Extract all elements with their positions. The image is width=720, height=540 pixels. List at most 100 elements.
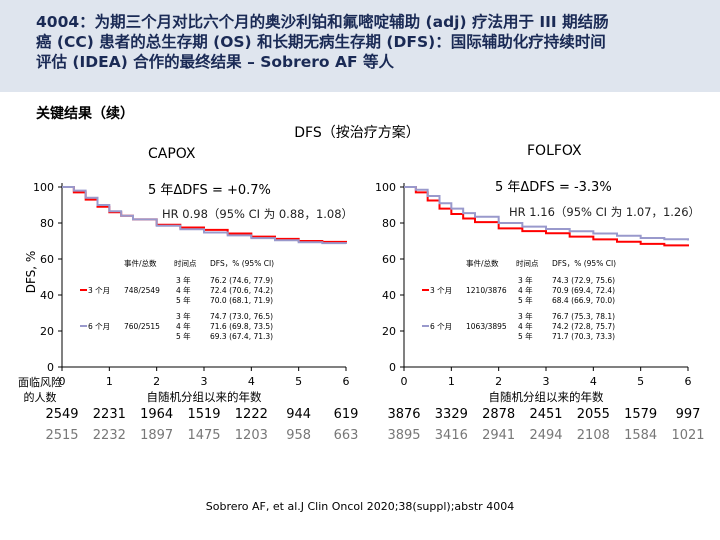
folfox-at-risk-3m: 2451 — [529, 407, 562, 422]
capox-legend-events: 760/2515 — [124, 322, 160, 331]
folfox-y-tick-label: 100 — [375, 181, 396, 194]
folfox-x-tick-label: 4 — [590, 375, 597, 388]
folfox-legend-dfs: 71.7 (70.3, 73.3) — [552, 332, 615, 341]
title-line-2: 癌 (CC) 患者的总生存期 (OS) 和长期无病生存期 (DFS)：国际辅助化… — [36, 33, 606, 51]
folfox-x-tick-label: 0 — [401, 375, 408, 388]
folfox-legend-header-time: 时间点 — [516, 258, 539, 268]
folfox-legend-dfs: 74.2 (72.8, 75.7) — [552, 322, 615, 331]
capox-hr: HR 0.98（95% CI 为 0.88，1.08） — [162, 207, 353, 221]
folfox-at-risk-6m: 1584 — [624, 428, 657, 443]
folfox-legend-dfs: 68.4 (66.9, 70.0) — [552, 296, 615, 305]
capox-legend-timepoint: 3 年 — [176, 275, 191, 285]
capox-at-risk-3m: 1519 — [187, 407, 220, 422]
capox-legend-header-dfs: DFS，% (95% CI) — [210, 259, 274, 268]
capox-legend-dfs: 74.7 (73.0, 76.5) — [210, 312, 273, 321]
capox-legend-arm-name: 6 个月 — [88, 322, 110, 331]
y-axis-label: DFS, % — [24, 251, 38, 294]
folfox-at-risk-6m: 2108 — [577, 428, 610, 443]
folfox-title: FOLFOX — [527, 143, 582, 159]
capox-legend-events: 748/2549 — [124, 286, 160, 295]
title-line-1: 4004：为期三个月对比六个月的奥沙利铂和氟嘧啶辅助 (adj) 疗法用于 II… — [36, 13, 609, 31]
capox-at-risk-3m: 2549 — [45, 407, 78, 422]
capox-x-axis-label: 自随机分组以来的年数 — [147, 390, 262, 404]
folfox-series-6m — [404, 186, 689, 241]
folfox-y-tick-label: 80 — [382, 217, 396, 230]
folfox-legend-timepoint: 5 年 — [518, 331, 533, 341]
capox-at-risk-6m: 663 — [334, 428, 359, 443]
capox-at-risk-6m: 1897 — [140, 428, 173, 443]
at-risk-label-line2: 的人数 — [24, 390, 57, 404]
folfox-legend-arm-name: 6 个月 — [430, 322, 452, 331]
folfox-y-tick-label: 40 — [382, 289, 396, 302]
folfox-at-risk-3m: 2878 — [482, 407, 515, 422]
capox-legend-dfs: 70.0 (68.1, 71.9) — [210, 296, 273, 305]
capox-at-risk-6m: 2515 — [45, 428, 78, 443]
folfox-x-tick-label: 3 — [543, 375, 550, 388]
capox-y-tick-label: 20 — [40, 325, 54, 338]
folfox-legend-timepoint: 3 年 — [518, 275, 533, 285]
capox-legend-timepoint: 5 年 — [176, 295, 191, 305]
folfox-y-tick-label: 20 — [382, 325, 396, 338]
capox-legend-header-events: 事件/总数 — [124, 258, 157, 268]
folfox-at-risk-6m: 1021 — [671, 428, 704, 443]
capox-x-tick-label: 3 — [201, 375, 208, 388]
capox-at-risk-3m: 2231 — [93, 407, 126, 422]
folfox-legend-dfs: 70.9 (69.4, 72.4) — [552, 286, 615, 295]
folfox-x-tick-label: 6 — [685, 375, 692, 388]
capox-x-tick-label: 4 — [248, 375, 255, 388]
capox-at-risk-3m: 1964 — [140, 407, 173, 422]
folfox-at-risk-6m: 3416 — [435, 428, 468, 443]
capox-legend-dfs: 71.6 (69.8, 73.5) — [210, 322, 273, 331]
capox-legend-timepoint: 4 年 — [176, 321, 191, 331]
folfox-legend-header-dfs: DFS，% (95% CI) — [552, 259, 616, 268]
capox-at-risk-3m: 619 — [334, 407, 359, 422]
folfox-at-risk-3m: 997 — [676, 407, 701, 422]
folfox-legend-header-events: 事件/总数 — [466, 258, 499, 268]
folfox-delta: 5 年ΔDFS = -3.3% — [495, 180, 612, 195]
header-banner: 4004：为期三个月对比六个月的奥沙利铂和氟嘧啶辅助 (adj) 疗法用于 II… — [0, 0, 720, 92]
section-subtitle: 关键结果（续） — [36, 106, 134, 122]
capox-at-risk-6m: 2232 — [93, 428, 126, 443]
capox-y-tick-label: 60 — [40, 253, 54, 266]
folfox-y-tick-label: 0 — [389, 361, 396, 374]
reference-citation: Sobrero AF, et al.J Clin Oncol 2020;38(s… — [205, 500, 515, 513]
title-line-3: 评估 (IDEA) 合作的最终结果 – Sobrero AF 等人 — [36, 53, 394, 71]
folfox-at-risk-3m: 1579 — [624, 407, 657, 422]
capox-at-risk-6m: 1203 — [235, 428, 268, 443]
capox-legend-timepoint: 4 年 — [176, 285, 191, 295]
folfox-legend-timepoint: 3 年 — [518, 311, 533, 321]
folfox-at-risk-3m: 3329 — [435, 407, 468, 422]
folfox-legend-events: 1063/3895 — [466, 322, 507, 331]
capox-delta: 5 年ΔDFS = +0.7% — [148, 183, 271, 198]
folfox-x-axis-label: 自随机分组以来的年数 — [489, 390, 604, 404]
folfox-at-risk-6m: 3895 — [387, 428, 420, 443]
figure-title: DFS（按治疗方案） — [294, 124, 419, 141]
at-risk-label-line1: 面临风险 — [18, 375, 62, 389]
page-title: 4004：为期三个月对比六个月的奥沙利铂和氟嘧啶辅助 (adj) 疗法用于 II… — [36, 12, 706, 72]
folfox-x-tick-label: 2 — [495, 375, 502, 388]
capox-y-tick-label: 0 — [47, 361, 54, 374]
capox-y-tick-label: 80 — [40, 217, 54, 230]
folfox-legend-timepoint: 4 年 — [518, 321, 533, 331]
folfox-at-risk-6m: 2941 — [482, 428, 515, 443]
capox-legend-timepoint: 3 年 — [176, 311, 191, 321]
folfox-at-risk-3m: 2055 — [577, 407, 610, 422]
capox-x-tick-label: 1 — [106, 375, 113, 388]
folfox-at-risk-6m: 2494 — [529, 428, 562, 443]
capox-at-risk-6m: 1475 — [187, 428, 220, 443]
capox-x-tick-label: 2 — [153, 375, 160, 388]
folfox-legend-timepoint: 4 年 — [518, 285, 533, 295]
folfox-legend-timepoint: 5 年 — [518, 295, 533, 305]
folfox-legend-dfs: 74.3 (72.9, 75.6) — [552, 276, 615, 285]
folfox-y-tick-label: 60 — [382, 253, 396, 266]
capox-legend-arm-name: 3 个月 — [88, 286, 110, 295]
folfox-legend-events: 1210/3876 — [466, 286, 507, 295]
folfox-hr: HR 1.16（95% CI 为 1.07，1.26） — [509, 205, 700, 219]
folfox-at-risk-3m: 3876 — [387, 407, 420, 422]
capox-x-tick-label: 6 — [343, 375, 350, 388]
capox-legend-dfs: 72.4 (70.6, 74.2) — [210, 286, 273, 295]
capox-y-tick-label: 40 — [40, 289, 54, 302]
capox-at-risk-6m: 958 — [286, 428, 311, 443]
capox-legend-dfs: 76.2 (74.6, 77.9) — [210, 276, 273, 285]
